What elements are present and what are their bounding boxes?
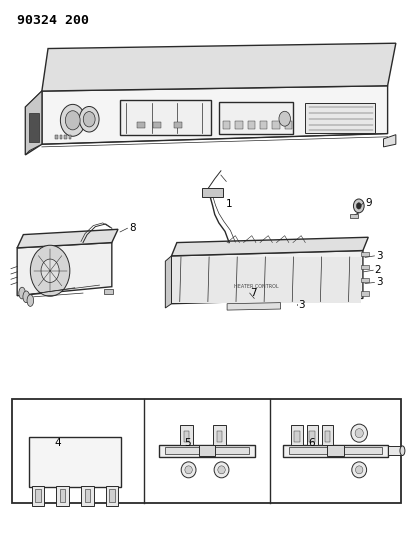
Ellipse shape	[214, 462, 229, 478]
Polygon shape	[165, 256, 171, 308]
Bar	[350, 214, 358, 217]
Bar	[361, 265, 369, 269]
Ellipse shape	[352, 462, 367, 478]
Bar	[172, 257, 361, 303]
Bar	[285, 121, 292, 130]
Polygon shape	[25, 91, 42, 155]
Bar	[260, 121, 268, 130]
Bar	[223, 121, 230, 130]
Bar	[199, 446, 215, 456]
Bar	[60, 135, 62, 139]
Bar	[289, 447, 382, 455]
Polygon shape	[17, 229, 118, 248]
Bar	[85, 489, 90, 502]
Text: 4: 4	[54, 438, 61, 448]
Circle shape	[79, 107, 99, 132]
Bar	[173, 122, 182, 128]
Bar	[306, 425, 318, 445]
Ellipse shape	[23, 291, 29, 303]
Polygon shape	[384, 135, 396, 147]
Text: 3: 3	[376, 278, 383, 287]
Bar	[69, 135, 71, 139]
Bar	[12, 399, 401, 503]
Circle shape	[65, 111, 80, 130]
Bar	[219, 102, 293, 134]
Bar	[184, 431, 190, 442]
Text: 8: 8	[129, 223, 136, 233]
Bar	[283, 445, 388, 457]
Polygon shape	[171, 237, 368, 256]
Polygon shape	[25, 91, 42, 155]
Bar	[328, 446, 344, 456]
Circle shape	[354, 199, 364, 213]
Circle shape	[30, 245, 70, 296]
Text: HEATER CONTROL: HEATER CONTROL	[234, 284, 278, 289]
Circle shape	[83, 111, 95, 127]
Bar	[388, 446, 402, 456]
Bar	[361, 292, 369, 296]
Bar	[180, 425, 193, 445]
Bar	[294, 431, 300, 442]
Bar	[120, 100, 211, 135]
Bar	[309, 431, 315, 442]
Bar	[216, 431, 222, 442]
Bar	[322, 425, 333, 445]
Bar	[248, 121, 255, 130]
Text: 90324 200: 90324 200	[17, 14, 89, 27]
Bar	[64, 135, 66, 139]
Ellipse shape	[356, 466, 363, 474]
Bar	[28, 437, 121, 487]
Bar	[202, 188, 223, 197]
Bar	[165, 447, 249, 455]
Ellipse shape	[400, 446, 405, 456]
Ellipse shape	[185, 466, 192, 474]
Bar	[305, 103, 375, 133]
Bar	[28, 113, 39, 142]
Bar	[55, 135, 58, 139]
Ellipse shape	[27, 295, 33, 306]
Ellipse shape	[355, 429, 363, 438]
Circle shape	[41, 259, 59, 282]
Ellipse shape	[19, 287, 25, 299]
Bar	[106, 486, 119, 506]
Ellipse shape	[181, 462, 196, 478]
Bar	[137, 122, 145, 128]
Bar	[109, 489, 115, 502]
Text: 5: 5	[185, 438, 191, 448]
Ellipse shape	[218, 466, 225, 474]
Circle shape	[279, 111, 290, 126]
Bar	[57, 486, 69, 506]
Circle shape	[356, 203, 361, 209]
Polygon shape	[17, 243, 112, 296]
Bar	[361, 278, 369, 282]
Bar	[361, 252, 369, 256]
Bar	[35, 489, 40, 502]
Text: 2: 2	[374, 265, 381, 275]
Ellipse shape	[351, 424, 368, 442]
Polygon shape	[227, 303, 280, 310]
Text: 1: 1	[226, 199, 233, 209]
Bar	[159, 445, 256, 457]
Bar	[213, 425, 225, 445]
Bar	[153, 122, 161, 128]
Text: 9: 9	[366, 198, 373, 208]
Polygon shape	[42, 86, 388, 144]
Polygon shape	[171, 251, 363, 304]
Bar	[81, 486, 94, 506]
Bar	[325, 431, 330, 442]
Text: 7: 7	[251, 288, 257, 298]
Text: 3: 3	[298, 300, 304, 310]
Bar	[60, 489, 65, 502]
Bar	[31, 486, 44, 506]
Polygon shape	[42, 43, 396, 91]
Bar	[291, 425, 303, 445]
Text: 3: 3	[376, 251, 383, 261]
Circle shape	[60, 104, 85, 136]
Text: 6: 6	[308, 438, 315, 448]
Bar	[104, 289, 113, 294]
Bar	[272, 121, 280, 130]
Bar	[235, 121, 243, 130]
